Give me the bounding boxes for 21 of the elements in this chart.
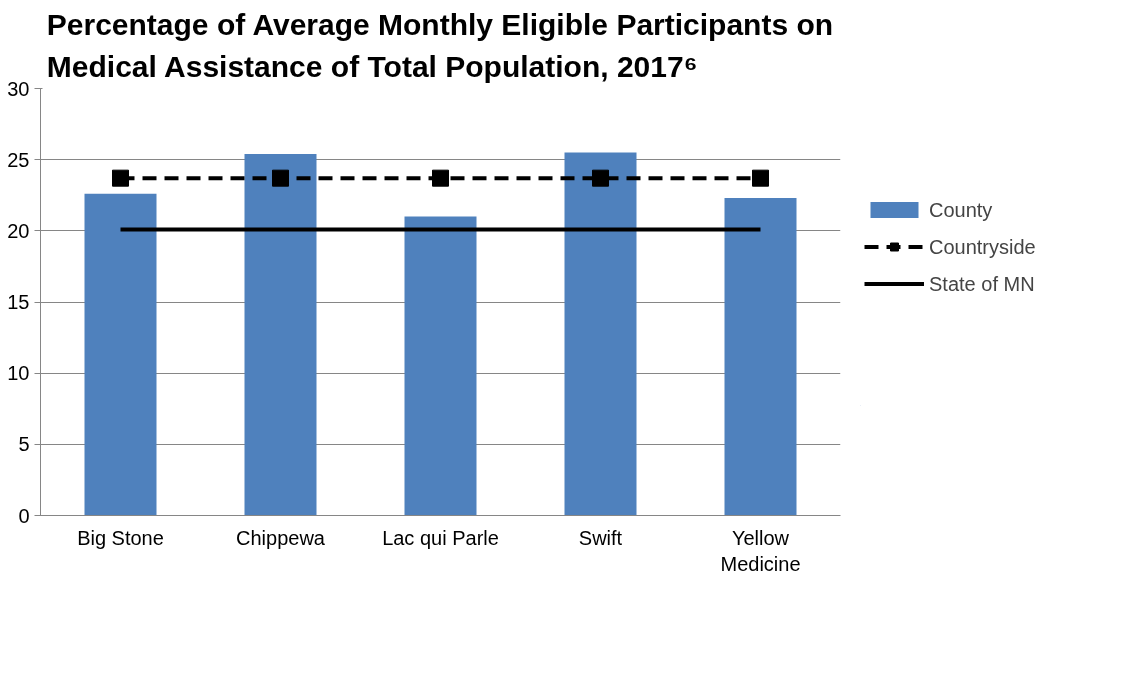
y-tick-label: 0	[18, 504, 30, 527]
x-tick-label: Yellow Medicine	[720, 526, 801, 575]
bar	[244, 153, 317, 516]
x-tick-label: Big Stone	[77, 526, 164, 549]
x-tick-label: Chippewa	[236, 526, 326, 549]
bar	[724, 198, 797, 516]
legend-label: State of MN	[929, 272, 1035, 295]
legend-label: County	[929, 198, 993, 221]
y-tick-label: 10	[7, 362, 30, 385]
x-tick-label: Lac qui Parle	[382, 526, 499, 549]
y-tick-label: 30	[7, 77, 30, 100]
x-tick-label: Swift	[578, 526, 623, 549]
legend-label: Countryside	[929, 235, 1036, 258]
bar	[404, 216, 477, 516]
y-tick-label: 15	[7, 291, 30, 313]
bar	[84, 193, 157, 516]
y-tick-label: 25	[7, 148, 30, 171]
chart-title: Percentage of Average Monthly Eligible Participants on Medical Assistance of Total Population, 2017⁶	[46, 7, 834, 84]
bar	[564, 152, 637, 516]
y-tick-label: 5	[18, 433, 30, 456]
y-tick-label: 20	[7, 219, 30, 242]
